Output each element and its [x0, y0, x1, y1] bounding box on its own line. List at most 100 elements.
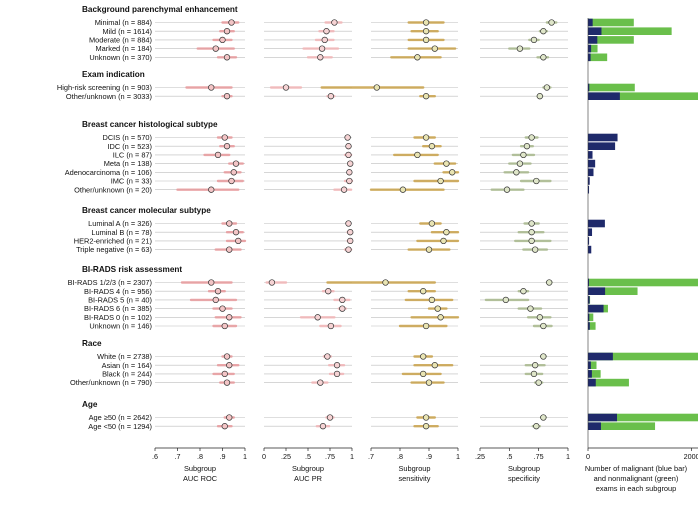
- roc-point: [226, 362, 233, 369]
- spec-point: [540, 414, 547, 421]
- roc-point: [226, 314, 233, 321]
- roc-point: [208, 84, 215, 91]
- spec-point: [531, 362, 539, 369]
- pr-point: [324, 353, 331, 360]
- pr-point: [268, 279, 276, 286]
- nonmalignant-bar: [588, 313, 594, 322]
- group-title: Breast cancer molecular subtype: [82, 206, 211, 215]
- malignant-bar: [588, 83, 590, 92]
- malignant-bar: [588, 245, 592, 254]
- malignant-bar: [588, 304, 604, 313]
- sens-point: [422, 322, 430, 330]
- group-title: Exam indication: [82, 70, 145, 79]
- malignant-bar: [588, 92, 620, 100]
- row-label: BI-RADS 6 (n = 385): [84, 304, 152, 313]
- roc-point: [226, 220, 233, 227]
- pr-point: [339, 296, 346, 304]
- spec-point: [531, 246, 539, 253]
- roc-point: [221, 134, 228, 141]
- row-label: HER2-enriched (n = 21): [74, 237, 152, 246]
- row-label: Luminal B (n = 78): [91, 228, 152, 237]
- spec-point: [540, 28, 547, 35]
- malignant-bar: [588, 168, 594, 177]
- roc-point: [228, 19, 235, 26]
- nonmalignant-bar: [588, 287, 638, 295]
- roc-point: [221, 423, 228, 430]
- roc-point: [223, 93, 231, 100]
- malignant-bar: [588, 370, 592, 378]
- sens-point: [414, 151, 421, 159]
- spec-point: [528, 237, 535, 245]
- nonmalignant-bar: [588, 370, 601, 378]
- nonmalignant-bar: [588, 278, 698, 287]
- row-label: Other/unknown (n = 790): [70, 378, 152, 387]
- row-label: IDC (n = 523): [107, 142, 152, 151]
- pr-point: [345, 143, 352, 150]
- pr-point: [347, 237, 354, 245]
- roc-tick-label: .8: [197, 452, 203, 461]
- row-label: Unknown (n = 146): [89, 322, 152, 331]
- roc-point: [221, 370, 228, 378]
- spec-point: [533, 423, 540, 430]
- malignant-bar: [588, 36, 598, 44]
- row-label: Age ≥50 (n = 2642): [89, 413, 152, 422]
- spec-point: [540, 353, 547, 360]
- malignant-bar: [588, 53, 591, 62]
- sens-point: [414, 54, 421, 61]
- pr-axis-label: AUC PR: [294, 474, 322, 483]
- pr-point: [339, 305, 346, 312]
- sens-point: [428, 143, 436, 150]
- malignant-bar: [588, 18, 593, 27]
- sens-point: [428, 220, 436, 227]
- bar-axis-label: Number of malignant (blue bar): [585, 464, 687, 473]
- pr-point: [327, 322, 335, 330]
- pr-point: [345, 151, 352, 159]
- pr-point: [345, 246, 352, 253]
- malignant-bar: [588, 159, 596, 168]
- malignant-bar: [588, 151, 593, 159]
- row-label: Age <50 (n = 1294): [88, 422, 152, 431]
- row-label: Black (n = 244): [102, 370, 152, 379]
- row-label: High-risk screening (n = 903): [57, 83, 152, 92]
- row-label: BI-RADS 1/2/3 (n = 2307): [68, 278, 152, 287]
- row-label: Asian (n = 164): [102, 361, 152, 370]
- spec-point: [528, 220, 535, 227]
- group-title: Breast cancer histological subtype: [82, 120, 218, 129]
- sens-tick-label: .7: [368, 452, 374, 461]
- pr-point: [347, 160, 354, 167]
- bar-axis-label: and nonmalignant (green): [594, 474, 679, 483]
- pr-point: [346, 177, 353, 185]
- sens-point: [431, 45, 438, 52]
- roc-point: [232, 160, 240, 167]
- sens-axis-label: Subgroup: [398, 464, 430, 473]
- malignant-bar: [588, 322, 590, 330]
- sens-tick-label: .8: [397, 452, 403, 461]
- malignant-bar: [588, 27, 602, 35]
- row-label: BI-RADS 0 (n = 102): [84, 313, 152, 322]
- sens-point: [422, 28, 430, 35]
- malignant-bar: [588, 361, 591, 369]
- roc-point: [226, 246, 233, 253]
- roc-point: [212, 296, 219, 304]
- sens-point: [420, 370, 427, 378]
- spec-point: [533, 177, 540, 185]
- spec-point: [516, 160, 524, 167]
- nonmalignant-bar: [588, 322, 596, 330]
- nonmalignant-bar: [588, 83, 635, 92]
- row-label: IMC (n = 33): [111, 177, 152, 186]
- pr-point: [345, 220, 352, 227]
- spec-axis-label: Subgroup: [508, 464, 540, 473]
- roc-point: [223, 143, 231, 150]
- spec-point: [516, 45, 524, 52]
- sens-point: [422, 19, 430, 26]
- roc-point: [232, 229, 240, 236]
- malignant-bar: [588, 287, 606, 295]
- row-label: Meta (n = 138): [104, 159, 152, 168]
- malignant-bar: [588, 413, 618, 422]
- malignant-bar: [588, 237, 590, 245]
- pr-point: [317, 54, 324, 61]
- roc-point: [208, 186, 215, 193]
- pr-tick-label: 1: [350, 452, 354, 461]
- spec-point: [528, 134, 535, 141]
